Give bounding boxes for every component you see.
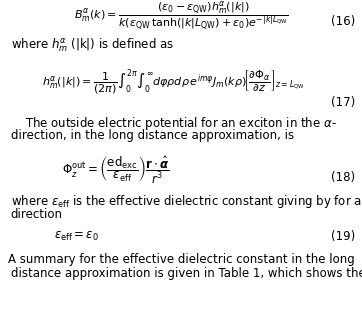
Text: (16): (16) [331,15,355,28]
Text: $B_m^{\alpha}(k) = \dfrac{(\varepsilon_0 - \varepsilon_{\mathrm{QW}})h_m^{\alpha: $B_m^{\alpha}(k) = \dfrac{(\varepsilon_0… [73,0,289,31]
Text: The outside electric potential for an exciton in the $\alpha$-: The outside electric potential for an ex… [25,116,337,132]
Text: where $h_m^{\alpha}$ (|k|) is defined as: where $h_m^{\alpha}$ (|k|) is defined as [11,37,174,54]
Text: (18): (18) [331,171,355,184]
Text: $h_m^{\alpha}(|k|) = \dfrac{1}{(2\pi)}\int_0^{2\pi}\int_0^{\infty} d\varphi\rho : $h_m^{\alpha}(|k|) = \dfrac{1}{(2\pi)}\i… [42,67,305,97]
Text: $\Phi_z^{\mathrm{out}} = \left(\dfrac{\mathrm{ed}_{\mathrm{exc}}}{\varepsilon_{\: $\Phi_z^{\mathrm{out}} = \left(\dfrac{\m… [62,155,170,186]
Text: direction, in the long distance approximation, is: direction, in the long distance approxim… [11,129,294,142]
Text: direction: direction [11,208,63,221]
Text: (19): (19) [331,230,355,243]
Text: A summary for the effective dielectric constant in the long: A summary for the effective dielectric c… [8,253,354,266]
Text: (17): (17) [331,96,355,109]
Text: $\varepsilon_{\mathrm{eff}} = \varepsilon_0$: $\varepsilon_{\mathrm{eff}} = \varepsilo… [54,229,99,243]
Text: where $\varepsilon_{\mathrm{eff}}$ is the effective dielectric constant giving b: where $\varepsilon_{\mathrm{eff}}$ is th… [11,193,362,209]
Text: distance approximation is given in Table 1, which shows the: distance approximation is given in Table… [11,267,362,279]
